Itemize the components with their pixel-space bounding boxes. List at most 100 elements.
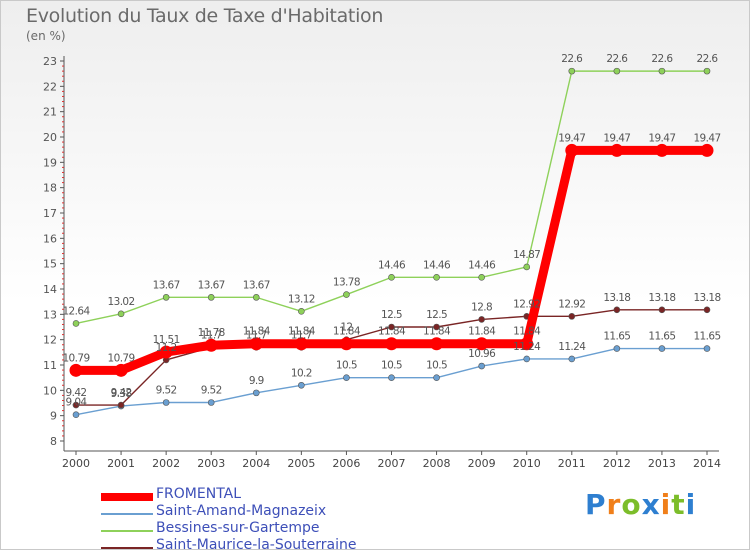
y-tick-label: 22 <box>43 80 57 93</box>
data-point <box>433 374 440 381</box>
data-label: 11.84 <box>243 326 271 338</box>
data-label: 12.92 <box>513 298 540 310</box>
data-point <box>565 143 579 157</box>
x-tick-label: 2006 <box>332 457 360 470</box>
data-label: 9.04 <box>66 397 88 409</box>
data-label: 19.47 <box>693 132 720 144</box>
data-point <box>703 67 711 75</box>
data-label: 11.84 <box>423 326 451 338</box>
data-label: 11.78 <box>198 327 225 339</box>
proxiti-logo: Proxiti <box>585 488 696 521</box>
data-label: 12.8 <box>471 301 492 313</box>
data-label: 9.38 <box>111 388 132 400</box>
data-point <box>72 401 80 409</box>
data-point <box>343 374 350 381</box>
y-tick-label: 8 <box>50 435 57 448</box>
data-point <box>298 307 305 315</box>
y-tick-label: 17 <box>43 207 57 220</box>
data-label: 13.18 <box>603 292 630 304</box>
data-label: 9.52 <box>156 384 177 396</box>
data-point <box>568 355 576 363</box>
data-point <box>613 67 621 75</box>
legend-swatch <box>101 493 153 501</box>
data-label: 19.47 <box>648 132 675 144</box>
y-tick-label: 9 <box>50 410 57 423</box>
x-tick-label: 2007 <box>378 457 406 470</box>
data-label: 13.67 <box>198 279 225 291</box>
data-point <box>433 323 440 331</box>
data-label: 14.46 <box>378 259 406 271</box>
data-point <box>568 67 576 75</box>
legend-label: FROMENTAL <box>156 486 242 502</box>
data-point <box>252 294 260 301</box>
y-tick-label: 19 <box>43 156 57 169</box>
x-tick-label: 2000 <box>62 457 90 470</box>
data-label: 9.42 <box>66 387 87 399</box>
data-point <box>339 337 353 351</box>
legend-swatch <box>101 513 153 515</box>
data-point <box>478 362 485 370</box>
data-point <box>478 274 485 281</box>
logo-letter: t <box>671 488 686 521</box>
data-label: 13.78 <box>333 277 360 289</box>
data-label: 22.6 <box>561 53 583 65</box>
x-tick-label: 2012 <box>603 457 631 470</box>
x-tick-label: 2009 <box>468 457 496 470</box>
data-point <box>249 337 263 351</box>
data-label: 22.6 <box>606 53 628 65</box>
data-label: 12.5 <box>426 309 447 321</box>
data-label: 14.87 <box>513 249 540 261</box>
data-point <box>520 337 534 351</box>
data-point <box>72 320 80 327</box>
data-point <box>388 323 395 331</box>
data-label: 11.84 <box>288 326 316 338</box>
data-point <box>298 381 305 389</box>
data-point <box>475 337 489 351</box>
data-label: 11.84 <box>333 326 361 338</box>
y-tick-label: 21 <box>43 106 57 119</box>
y-tick-label: 20 <box>43 131 57 144</box>
data-label: 10.5 <box>336 360 357 372</box>
data-label: 14.46 <box>423 259 451 271</box>
data-point <box>117 310 125 318</box>
data-point <box>703 345 711 352</box>
logo-letter: r <box>606 488 622 521</box>
y-tick-label: 14 <box>43 283 57 296</box>
data-point <box>72 411 80 418</box>
legend-label: Bessines-sur-Gartempe <box>156 520 320 536</box>
data-label: 9.42 <box>111 387 132 399</box>
data-label: 19.47 <box>603 132 630 144</box>
data-point <box>430 337 444 351</box>
data-point <box>655 143 669 157</box>
legend-label: Saint-Amand-Magnazeix <box>156 503 327 519</box>
data-label: 10.5 <box>381 360 402 372</box>
data-label: 11.84 <box>513 326 541 338</box>
data-label: 9.52 <box>201 384 222 396</box>
data-label: 22.6 <box>651 53 673 65</box>
x-tick-label: 2014 <box>693 457 721 470</box>
data-label: 19.47 <box>558 132 585 144</box>
legend-label: Saint-Maurice-la-Souterraine <box>156 537 357 550</box>
data-label: 11.65 <box>648 331 675 343</box>
data-label: 11.24 <box>558 341 586 353</box>
data-point <box>204 338 218 352</box>
data-label: 13.12 <box>288 293 315 305</box>
data-label: 12.5 <box>381 309 402 321</box>
data-label: 13.18 <box>693 292 720 304</box>
logo-letter: i <box>660 488 672 521</box>
data-point <box>613 306 621 314</box>
data-label: 10.5 <box>426 360 447 372</box>
data-label: 12.92 <box>558 298 585 310</box>
data-point <box>252 389 260 397</box>
data-point <box>388 374 395 381</box>
logo-letter: P <box>585 488 607 521</box>
data-label: 10.96 <box>468 348 496 360</box>
data-point <box>385 337 398 351</box>
y-tick-label: 13 <box>43 308 57 321</box>
x-tick-label: 2008 <box>423 457 451 470</box>
data-label: 13.67 <box>243 279 270 291</box>
data-point <box>433 274 440 281</box>
data-point <box>69 363 83 377</box>
